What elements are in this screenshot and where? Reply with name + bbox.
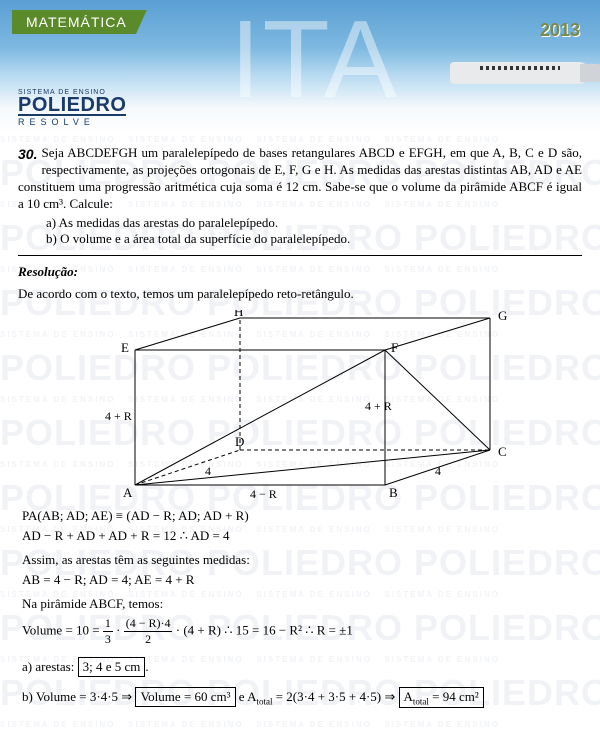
solution-title: Resolução: [18, 264, 582, 280]
volume-formula: Volume = 10 = 1 3 · (4 − R)·4 2 · (4 + R… [22, 616, 582, 647]
airplane-graphic [450, 50, 600, 100]
frac1-num: 1 [103, 616, 113, 632]
question-block: 30. Seja ABCDEFGH um paralelepípedo de b… [18, 145, 582, 213]
svg-text:4 + R: 4 + R [105, 409, 132, 423]
exam-title: ITA [230, 5, 399, 115]
fraction-1: 1 3 [103, 616, 113, 647]
math-line-5: Na pirâmide ABCF, temos: [22, 596, 582, 612]
frac2-den: 2 [124, 632, 173, 647]
parallelepiped-diagram: A B C D E F G H 4 + R 4 + R 4 4 4 − R [85, 310, 515, 500]
svg-text:C: C [498, 444, 507, 459]
svg-text:G: G [498, 310, 507, 323]
answer-a: a) arestas: 3; 4 e 5 cm. [22, 657, 582, 677]
answer-b-box1: Volume = 60 cm³ [135, 687, 235, 707]
math-line-1: PA(AB; AD; AE) ≡ (AD − R; AD; AD + R) [22, 508, 582, 524]
svg-text:4: 4 [435, 464, 441, 478]
answer-a-box: 3; 4 e 5 cm [78, 657, 146, 677]
svg-text:4 + R: 4 + R [365, 399, 392, 413]
svg-text:E: E [121, 340, 129, 355]
vf-mid1: · [116, 622, 124, 637]
math-line-3: Assim, as arestas têm as seguintes medid… [22, 552, 582, 568]
svg-text:H: H [234, 310, 243, 319]
svg-text:B: B [389, 485, 398, 500]
svg-text:A: A [123, 485, 133, 500]
brand-main: POLIEDRO [18, 96, 126, 114]
svg-text:F: F [391, 340, 398, 355]
question-items: a) As medidas das arestas do paralelepíp… [18, 215, 582, 247]
year-badge: 2013 [540, 20, 580, 41]
math-line-4: AB = 4 − R; AD = 4; AE = 4 + R [22, 572, 582, 588]
answer-b-box2: Atotal = 94 cm² [399, 687, 484, 709]
question-item-a: a) As medidas das arestas do paralelepíp… [46, 215, 582, 231]
answer-b-eq: = 2(3·4 + 3·5 + 4·5) ⇒ [276, 689, 396, 704]
vf-mid2: · (4 + R) ∴ 15 = 16 − R² ∴ R = ±1 [176, 622, 353, 637]
svg-text:D: D [235, 434, 244, 449]
svg-text:4: 4 [205, 464, 211, 478]
page-header: MATEMÁTICA ITA 2013 SISTEMA DE ENSINO PO… [0, 0, 600, 135]
question-text: Seja ABCDEFGH um paralelepípedo de bases… [18, 145, 582, 211]
divider [18, 255, 582, 256]
svg-text:4 − R: 4 − R [250, 487, 277, 500]
vf-prefix: Volume = 10 = [22, 622, 103, 637]
answer-b: b) Volume = 3·4·5 ⇒ Volume = 60 cm³ e At… [22, 687, 582, 709]
answer-b-mid: e A [239, 689, 257, 704]
math-line-2: AD − R + AD + AD + R = 12 ∴ AD = 4 [22, 528, 582, 544]
frac1-den: 3 [103, 632, 113, 647]
brand-block: SISTEMA DE ENSINO POLIEDRO RESOLVE [18, 89, 126, 127]
fraction-2: (4 − R)·4 2 [124, 616, 173, 647]
answer-a-label: a) arestas: [22, 659, 74, 674]
solution-intro: De acordo com o texto, temos um paralele… [18, 286, 582, 302]
answer-a-tail: . [145, 659, 148, 674]
ab2-pre: A [404, 689, 413, 704]
content-area: SISTEMA DE ENSINO SISTEMA DE ENSINO SIST… [0, 135, 600, 730]
ab2-post: = 94 cm² [429, 689, 479, 704]
subject-tab: MATEMÁTICA [12, 10, 147, 34]
question-number: 30. [18, 145, 37, 163]
question-item-b: b) O volume e a área total da superfície… [46, 231, 582, 247]
answer-b-label: b) Volume = 3·4·5 ⇒ [22, 689, 132, 704]
frac2-num: (4 − R)·4 [124, 616, 173, 632]
